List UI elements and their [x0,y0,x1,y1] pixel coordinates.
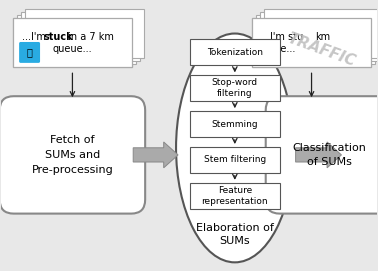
Text: Classification
of SUMs: Classification of SUMs [293,143,366,167]
Text: TRAFFIC: TRAFFIC [285,31,358,70]
Text: Stem filtering: Stem filtering [204,155,266,164]
FancyBboxPatch shape [256,15,375,64]
Text: 🐦: 🐦 [266,47,272,57]
FancyBboxPatch shape [260,12,378,62]
FancyBboxPatch shape [12,18,132,67]
Ellipse shape [176,34,294,262]
Text: Stop-word
filtering: Stop-word filtering [212,78,258,98]
FancyBboxPatch shape [19,42,40,63]
FancyBboxPatch shape [17,15,136,64]
FancyBboxPatch shape [190,40,280,65]
FancyBboxPatch shape [190,183,280,209]
FancyBboxPatch shape [252,18,371,67]
Text: Fetch of
SUMs and
Pre-processing: Fetch of SUMs and Pre-processing [31,135,113,175]
Text: 🐦: 🐦 [27,47,33,57]
FancyBboxPatch shape [266,96,378,214]
Text: Tokenization: Tokenization [207,48,263,57]
FancyBboxPatch shape [21,12,140,62]
Text: Feature
representation: Feature representation [201,186,268,206]
FancyBboxPatch shape [12,18,132,67]
FancyBboxPatch shape [190,147,280,173]
FancyBboxPatch shape [190,111,280,137]
Text: km: km [316,31,331,41]
FancyBboxPatch shape [264,9,378,58]
Text: que...: que... [269,44,296,54]
Text: stuck: stuck [43,31,73,41]
FancyBboxPatch shape [258,42,279,63]
Text: Stemming: Stemming [212,120,258,128]
Polygon shape [296,142,341,168]
FancyBboxPatch shape [252,18,371,67]
Text: ...I'm stu: ...I'm stu [261,31,303,41]
Text: Elaboration of
SUMs: Elaboration of SUMs [196,223,274,246]
Polygon shape [133,142,178,168]
FancyBboxPatch shape [0,96,145,214]
FancyBboxPatch shape [25,9,144,58]
Text: ...I'm: ...I'm [22,31,49,41]
Text: in a 7 km: in a 7 km [65,31,114,41]
Text: queue...: queue... [53,44,92,54]
FancyBboxPatch shape [190,75,280,101]
